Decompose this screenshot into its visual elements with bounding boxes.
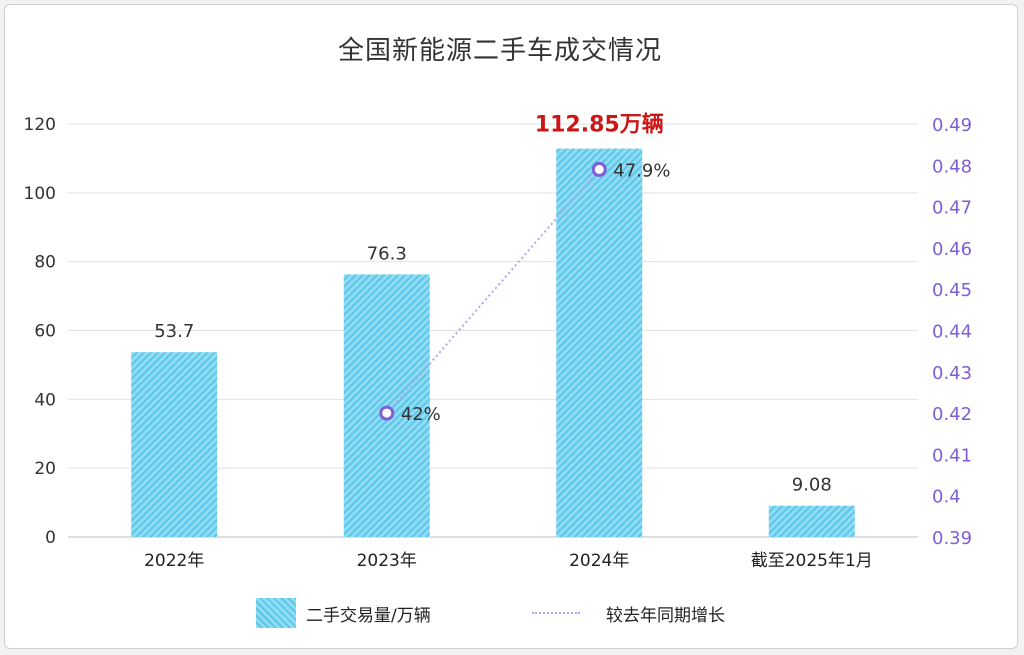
y-left-tick-label: 0 [45,528,56,548]
x-tick-label: 2022年 [144,551,204,571]
y-right-tick-label: 0.42 [932,404,972,425]
growth-line [385,168,601,414]
y-right-tick-label: 0.49 [932,115,972,136]
y-left-tick-label: 40 [34,390,56,410]
growth-point [591,161,607,177]
y-left-tick-label: 20 [34,459,56,479]
y-left-tick-label: 60 [34,322,56,342]
bar [768,505,855,537]
y-right-tick-label: 0.4 [932,487,961,508]
bar [131,352,218,537]
chart-title: 全国新能源二手车成交情况 [337,36,662,66]
y-right-tick-label: 0.43 [932,363,972,384]
y-right-tick-label: 0.48 [932,156,972,177]
y-right-tick-label: 0.39 [932,528,972,549]
y-right-tick-label: 0.46 [932,239,972,260]
bar-value-label: 76.3 [367,243,407,264]
y-right-tick-label: 0.45 [932,280,972,301]
x-tick-label: 2024年 [569,551,629,571]
legend-line-label: 较去年同期增长 [606,605,725,626]
chart-frame [4,4,1018,649]
y-right-tick-label: 0.41 [932,445,972,466]
y-left-tick-label: 100 [24,184,56,204]
legend-line: 较去年同期增长 [532,598,725,628]
bar-value-label: 53.7 [154,321,194,342]
bar [556,148,643,537]
growth-point-label: 42% [401,404,441,425]
x-tick-label: 截至2025年1月 [751,551,873,571]
x-tick-label: 2023年 [357,551,417,571]
legend-line-swatch [532,612,580,614]
legend-bar-swatch [256,598,296,628]
legend-bar-label: 二手交易量/万辆 [306,605,431,626]
y-right-tick-label: 0.47 [932,198,972,219]
growth-point [379,405,395,421]
bar-value-label: 9.08 [792,475,832,496]
y-left-tick-label: 120 [24,115,56,135]
y-right-tick-label: 0.44 [932,322,972,343]
bar-value-label-highlight: 112.85万辆 [535,112,664,138]
legend-bar: 二手交易量/万辆 [256,598,431,628]
y-left-tick-label: 80 [34,253,56,273]
growth-point-label: 47.9% [613,160,670,181]
